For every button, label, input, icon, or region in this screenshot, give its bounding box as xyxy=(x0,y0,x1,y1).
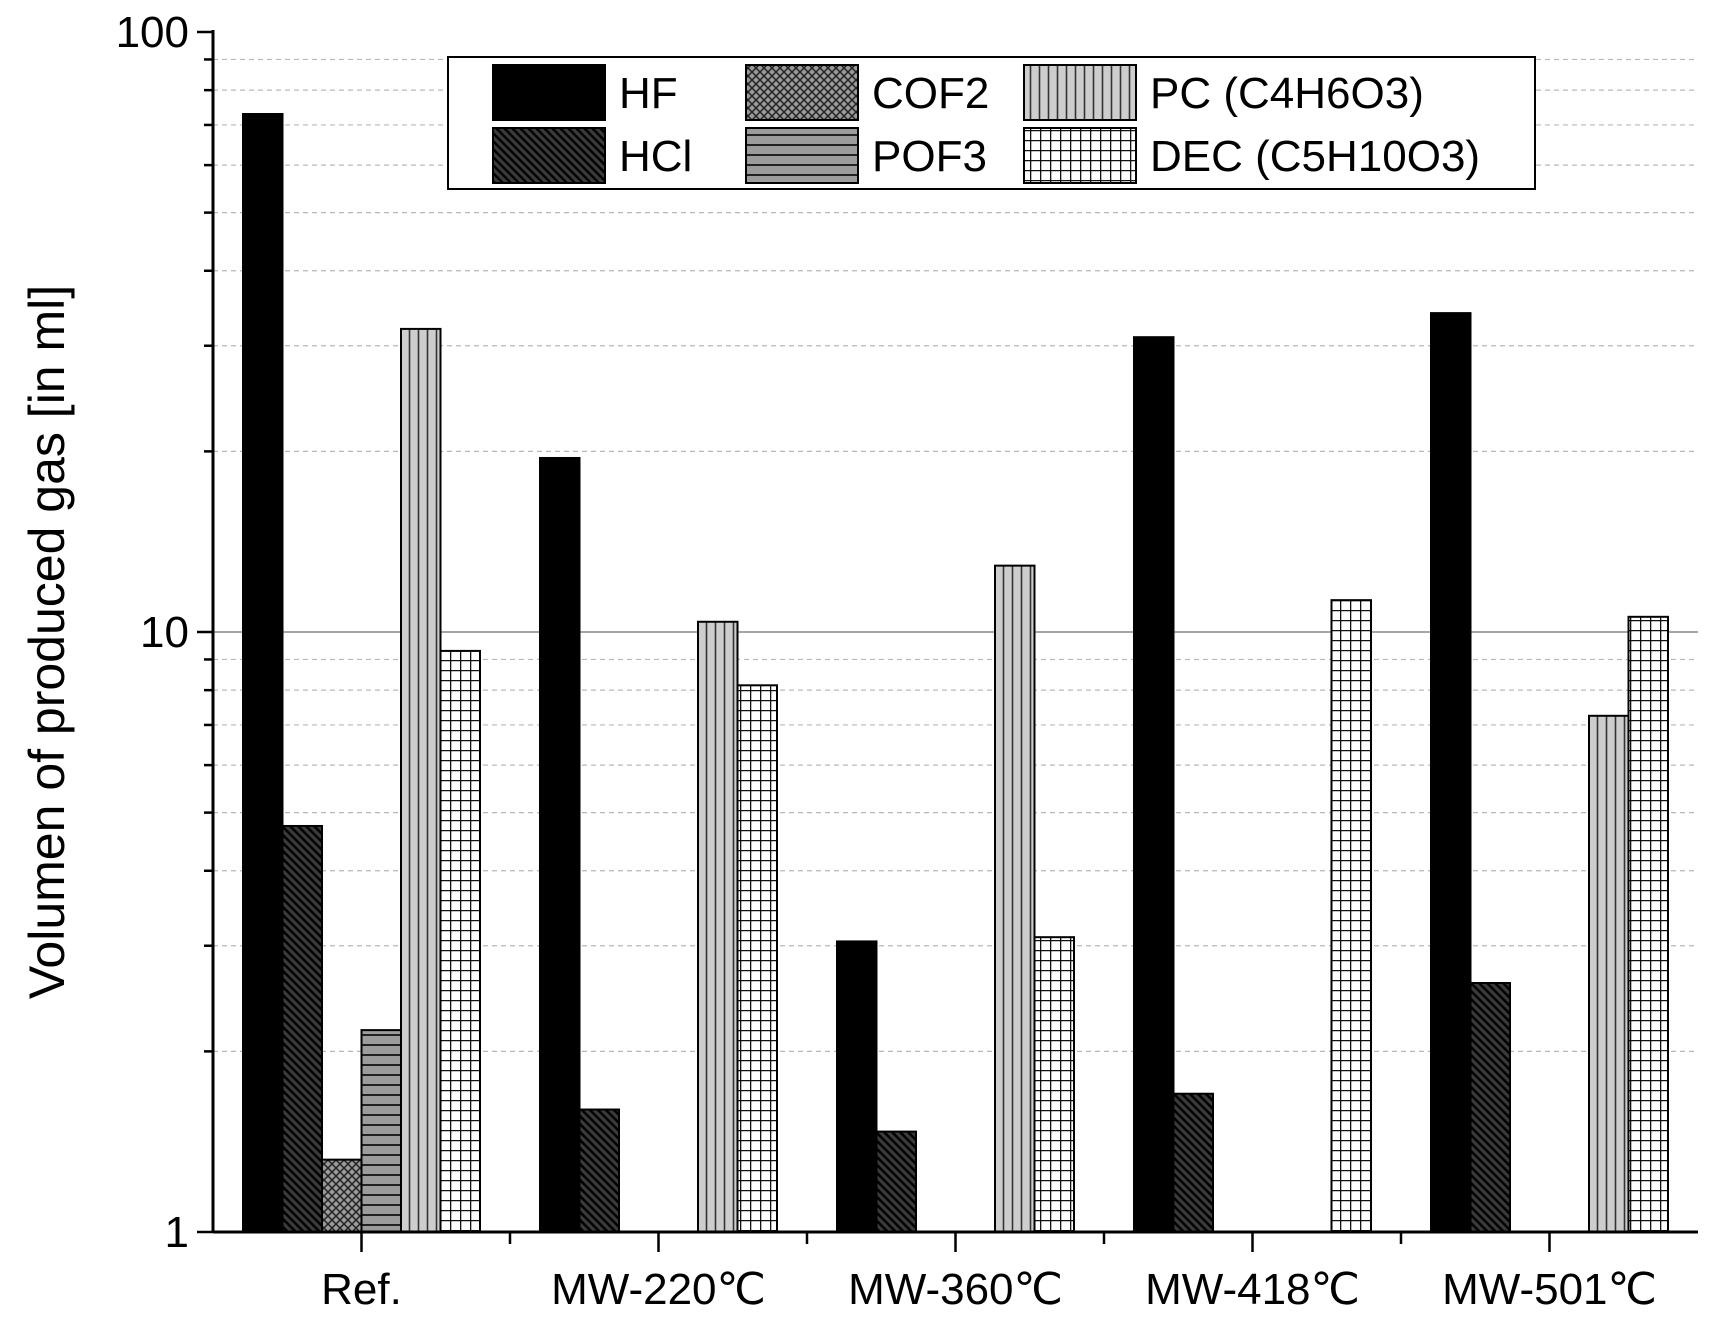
bar-hcl-0 xyxy=(281,824,323,1233)
bar-dec-0 xyxy=(439,649,481,1233)
legend-swatch-cof2 xyxy=(745,64,859,121)
bar-hf-3 xyxy=(1133,336,1175,1233)
bar-dec-4 xyxy=(1627,615,1669,1233)
legend-label-dec: DEC (C5H10O3) xyxy=(1150,132,1480,181)
legend-swatch-pof3 xyxy=(745,127,859,184)
bar-hcl-2 xyxy=(875,1130,917,1234)
y-axis-title: Volumen of produced gas [in ml] xyxy=(19,285,75,999)
legend: HF HCl COF2 POF3 PC (C4H6O3) DEC (C5H10O3) xyxy=(447,56,1536,190)
bar-pc-2 xyxy=(994,564,1036,1233)
legend-label-pc: PC (C4H6O3) xyxy=(1150,69,1424,118)
x-tick-label: MW-220℃ xyxy=(551,1265,766,1314)
x-tick-label: MW-501℃ xyxy=(1442,1265,1657,1314)
bar-hf-0 xyxy=(242,113,284,1234)
bar-hf-1 xyxy=(539,456,581,1233)
legend-label-hcl: HCl xyxy=(619,132,692,181)
bar-hcl-1 xyxy=(578,1108,620,1233)
legend-swatch-hcl xyxy=(492,127,606,184)
bar-pc-4 xyxy=(1588,714,1630,1233)
bar-cof2-0 xyxy=(321,1158,363,1233)
legend-swatch-hf xyxy=(492,64,606,121)
legend-label-cof2: COF2 xyxy=(872,69,989,118)
bar-hcl-3 xyxy=(1172,1092,1214,1233)
legend-swatch-pc xyxy=(1023,64,1137,121)
bar-hf-4 xyxy=(1430,312,1472,1233)
axis-labels: 1 10 100 Ref. MW-220℃ MW-360℃ MW-418℃ MW-501℃ Vo… xyxy=(19,8,1657,1314)
bar-pof3-0 xyxy=(360,1029,402,1233)
legend-swatch-dec xyxy=(1023,127,1137,184)
x-tick-label: Ref. xyxy=(321,1265,402,1314)
x-tick-label: MW-360℃ xyxy=(848,1265,1063,1314)
y-tick-label: 1 xyxy=(165,1208,189,1257)
y-tick-label: 10 xyxy=(140,608,189,657)
bar-pc-0 xyxy=(400,327,442,1233)
bar-hf-2 xyxy=(836,940,878,1233)
axes xyxy=(197,30,1698,1252)
bars xyxy=(242,113,1669,1234)
legend-box xyxy=(447,56,1536,190)
bar-dec-1 xyxy=(736,684,778,1233)
bar-pc-1 xyxy=(697,620,739,1233)
y-tick-label: 100 xyxy=(116,8,189,57)
legend-label-hf: HF xyxy=(619,69,678,118)
bar-hcl-4 xyxy=(1469,982,1511,1233)
bar-dec-2 xyxy=(1033,936,1075,1233)
legend-label-pof3: POF3 xyxy=(872,132,987,181)
x-tick-label: MW-418℃ xyxy=(1145,1265,1360,1314)
bar-dec-3 xyxy=(1330,599,1372,1233)
